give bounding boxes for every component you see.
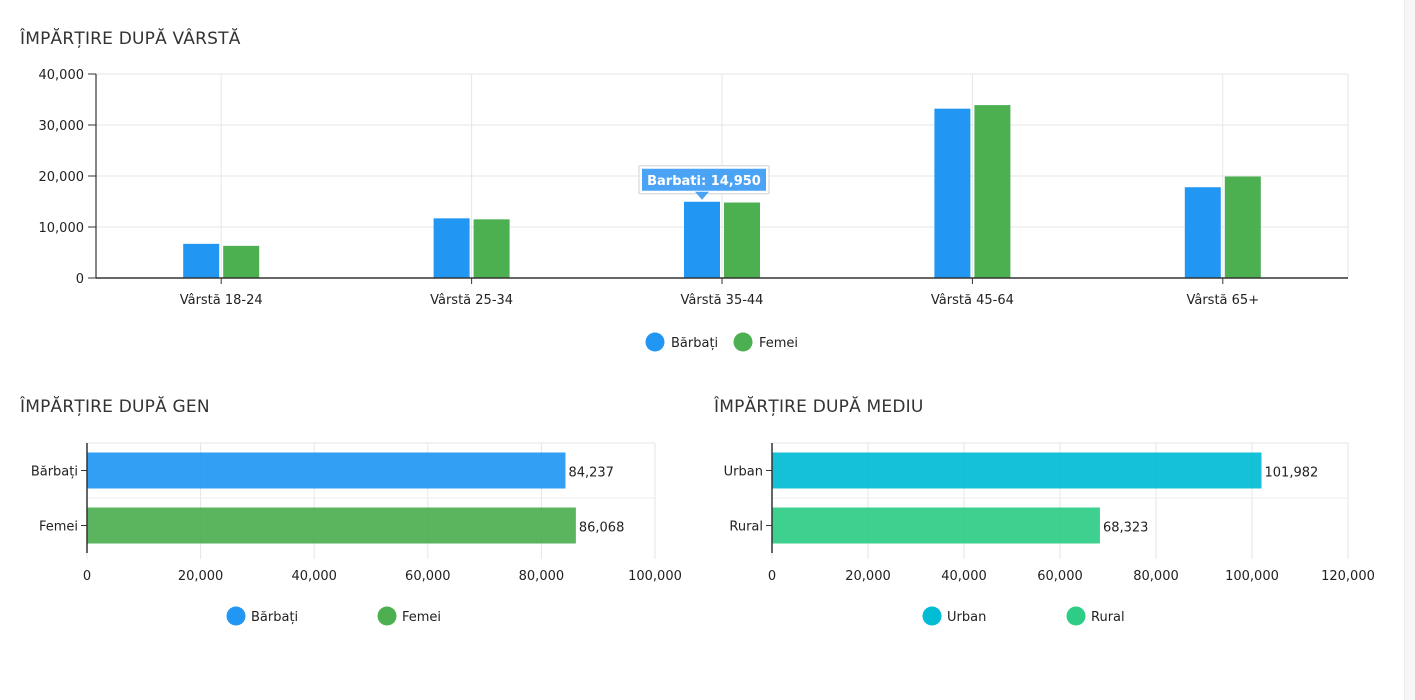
environment-legend-marker-urban[interactable]	[922, 606, 942, 626]
legend-marker-femei[interactable]	[733, 332, 753, 352]
gender-legend-marker-barbati[interactable]	[226, 606, 246, 626]
y-tick-label: 30,000	[39, 119, 85, 134]
environment-legend-label-urban: Urban	[947, 610, 986, 625]
bar-femei-varsta-45-64[interactable]	[974, 105, 1011, 278]
gender-legend-label-barbati: Bărbați	[251, 610, 298, 625]
bar-barbati-varsta-35-44[interactable]	[684, 201, 720, 278]
environment-value-label-urban: 101,982	[1265, 466, 1319, 481]
bar-femei-varsta-35-44[interactable]	[724, 202, 760, 278]
x-tick-label: Vârstă 65+	[1186, 293, 1259, 308]
bar-femei-varsta-65[interactable]	[1224, 176, 1261, 278]
bar-barbati-varsta-18-24[interactable]	[183, 243, 220, 278]
age-bar-chart: 0 10,000 20,000 30,000 40,000 Vârstă 18-24 Vâr…	[39, 68, 1349, 352]
gender-value-label-femei: 86,068	[579, 521, 625, 536]
environment-x-tick-label: 60,000	[1037, 569, 1083, 584]
environment-x-tick-label: 0	[768, 569, 776, 584]
gender-section-title: ÎMPĂRȚIRE DUPĂ GEN	[20, 397, 210, 417]
legend-marker-barbati[interactable]	[645, 332, 665, 352]
environment-x-tick-label: 40,000	[941, 569, 987, 584]
tooltip: Barbati: 14,950	[638, 165, 770, 200]
tooltip-box	[642, 168, 766, 191]
gender-y-tick-label: Femei	[39, 520, 78, 535]
y-tick-label: 20,000	[39, 170, 85, 185]
bar-femei-varsta-18-24[interactable]	[223, 245, 260, 278]
environment-bar-urban[interactable]	[772, 452, 1262, 489]
x-tick-label: Vârstă 18-24	[180, 293, 263, 308]
gender-x-tick-label: 20,000	[178, 569, 224, 584]
legend-label-femei: Femei	[759, 336, 798, 351]
environment-x-tick-label: 120,000	[1321, 569, 1375, 584]
legend-label-barbati: Bărbați	[671, 336, 718, 351]
gender-x-tick-label: 0	[83, 569, 91, 584]
gender-x-tick-label: 40,000	[291, 569, 337, 584]
x-tick-label: Vârstă 45-64	[931, 293, 1014, 308]
gender-bar-femei[interactable]	[87, 507, 576, 544]
tooltip-pointer	[695, 191, 709, 200]
gender-x-tick-label: 100,000	[628, 569, 682, 584]
environment-x-tick-label: 20,000	[845, 569, 891, 584]
environment-y-tick-label: Urban	[724, 465, 763, 480]
environment-bar-rural[interactable]	[772, 507, 1100, 544]
gender-bar-chart: 0 20,000 40,000 60,000 80,000 100,000 Bărbați 8…	[31, 442, 682, 626]
gender-x-tick-label: 80,000	[519, 569, 565, 584]
bar-barbati-varsta-65[interactable]	[1184, 187, 1221, 278]
y-tick-label: 0	[76, 272, 84, 287]
environment-legend-label-rural: Rural	[1091, 610, 1125, 625]
gender-x-tick-label: 60,000	[405, 569, 451, 584]
environment-legend-marker-rural[interactable]	[1066, 606, 1086, 626]
environment-x-tick-label: 80,000	[1133, 569, 1179, 584]
x-tick-label: Vârstă 35-44	[681, 293, 764, 308]
x-tick-label: Vârstă 25-34	[430, 293, 513, 308]
environment-section-title: ÎMPĂRȚIRE DUPĂ MEDIU	[714, 397, 924, 417]
gender-y-tick-label: Bărbați	[31, 465, 78, 480]
environment-x-tick-label: 100,000	[1225, 569, 1279, 584]
gender-legend-marker-femei[interactable]	[377, 606, 397, 626]
bar-femei-varsta-25-34[interactable]	[473, 219, 510, 278]
tooltip-text: Barbati: 14,950	[647, 174, 761, 189]
gender-value-label-barbati: 84,237	[568, 466, 614, 481]
age-section-title: ÎMPĂRȚIRE DUPĂ VÂRSTĂ	[20, 29, 241, 49]
gender-bar-barbati[interactable]	[87, 452, 566, 489]
gender-legend-label-femei: Femei	[402, 610, 441, 625]
environment-value-label-rural: 68,323	[1103, 521, 1149, 536]
bar-barbati-varsta-45-64[interactable]	[934, 108, 971, 279]
page-scrollbar[interactable]	[1404, 0, 1415, 700]
y-tick-label: 40,000	[39, 68, 85, 83]
y-tick-label: 10,000	[39, 221, 85, 236]
environment-y-tick-label: Rural	[729, 520, 763, 535]
bar-barbati-varsta-25-34[interactable]	[433, 218, 470, 278]
